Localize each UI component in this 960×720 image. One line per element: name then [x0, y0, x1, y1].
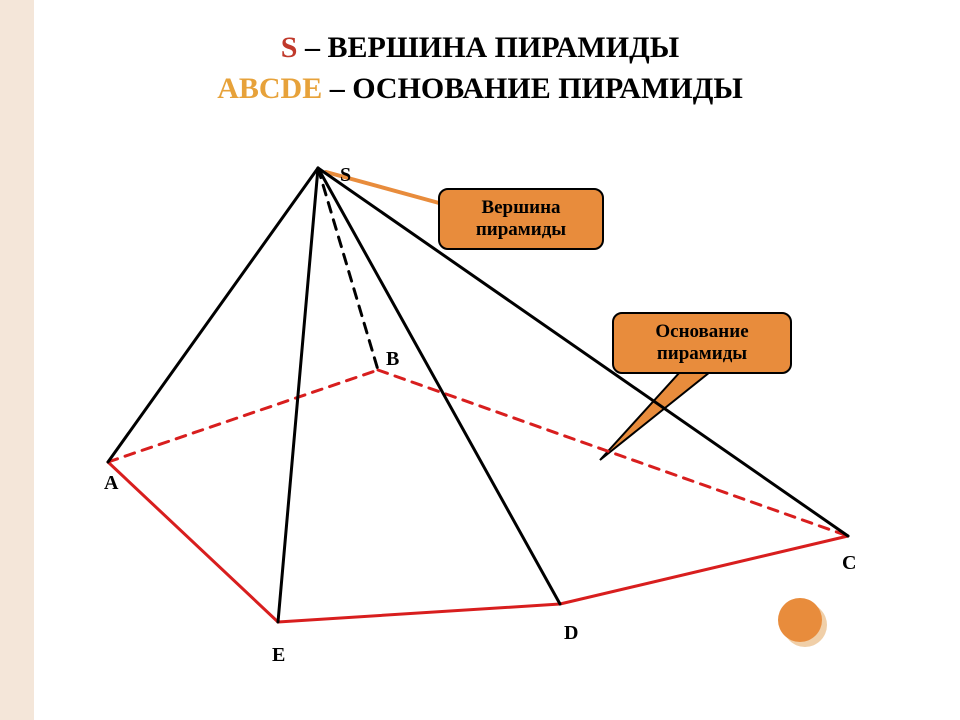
callout-apex-line1: Вершина: [481, 197, 560, 218]
slide: S – ВЕРШИНА ПИРАМИДЫ ABCDE – ОСНОВАНИЕ П…: [0, 0, 960, 720]
corner-circle-icon: [778, 598, 822, 642]
vertex-label-B: B: [386, 348, 399, 371]
vertex-label-C: C: [842, 552, 856, 575]
vertex-label-D: D: [564, 622, 578, 645]
callout-base-line1: Основание: [655, 321, 748, 342]
callout-base-line2: пирамиды: [657, 343, 747, 364]
callout-apex: Вершина пирамиды: [438, 188, 604, 250]
callout-apex-line2: пирамиды: [476, 219, 566, 240]
callout-base: Основание пирамиды: [612, 312, 792, 374]
vertex-label-E: E: [272, 644, 285, 667]
vertex-label-S: S: [340, 164, 351, 187]
vertex-label-A: A: [104, 472, 118, 495]
